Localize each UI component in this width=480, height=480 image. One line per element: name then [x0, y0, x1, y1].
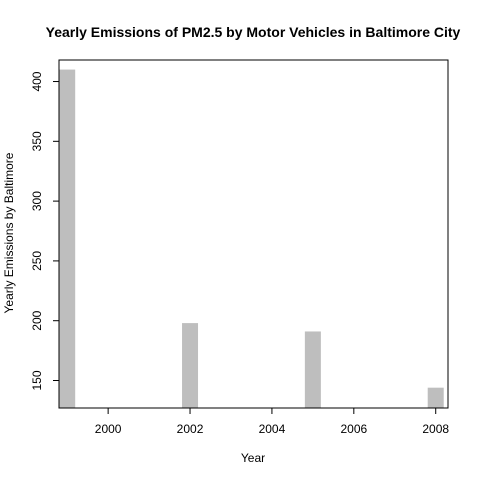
bar-2002 — [182, 323, 199, 408]
bar-1999 — [59, 69, 76, 408]
x-axis-title: Year — [241, 451, 265, 465]
chart-title: Yearly Emissions of PM2.5 by Motor Vehic… — [46, 24, 461, 40]
x-tick-label-2006: 2006 — [340, 422, 367, 436]
plot-box — [58, 59, 449, 409]
bar-2005 — [304, 331, 321, 408]
plot-area — [58, 59, 449, 409]
y-tick-label-150: 150 — [30, 370, 44, 390]
y-tick-label-300: 300 — [30, 191, 44, 211]
y-tick-label-400: 400 — [30, 71, 44, 91]
x-tick-label-2002: 2002 — [177, 422, 204, 436]
y-tick-label-200: 200 — [30, 310, 44, 330]
x-tick-label-2000: 2000 — [95, 422, 122, 436]
y-axis-title: Yearly Emissions by Baltimore — [2, 152, 16, 313]
x-tick-label-2004: 2004 — [259, 422, 286, 436]
y-axis: 150 200 250 300 350 400 — [30, 71, 60, 391]
y-tick-label-250: 250 — [30, 251, 44, 271]
bar-2008 — [427, 387, 444, 408]
x-tick-label-2008: 2008 — [422, 422, 449, 436]
y-tick-label-350: 350 — [30, 131, 44, 151]
x-axis: 2000 2002 2004 2006 2008 — [95, 407, 449, 436]
